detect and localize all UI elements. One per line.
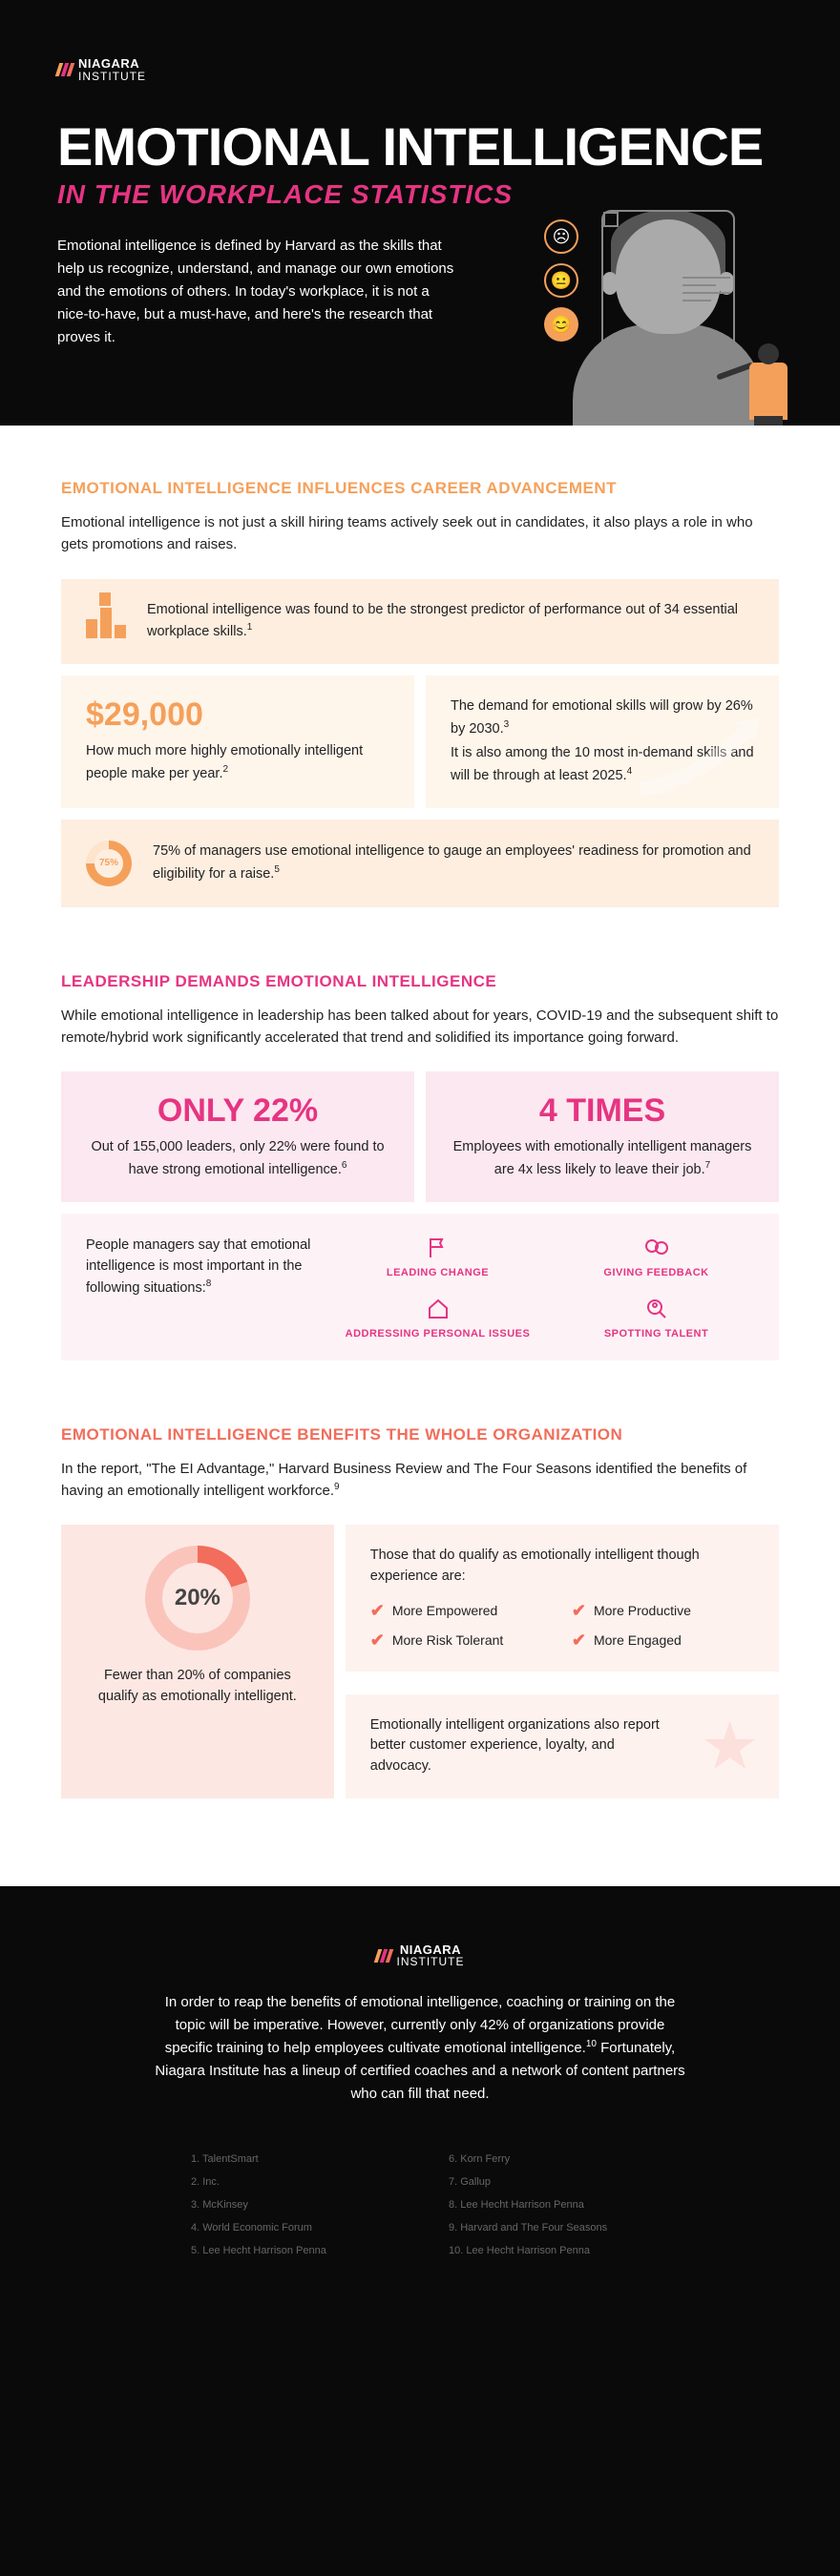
salary-card: $29,000 How much more highly emotionally… bbox=[61, 675, 414, 808]
section-intro: While emotional intelligence in leadersh… bbox=[61, 1005, 779, 1049]
chat-icon bbox=[558, 1235, 754, 1261]
brand-logo: NIAGARAINSTITUTE bbox=[57, 57, 783, 82]
ring-20-icon: 20% bbox=[145, 1546, 250, 1651]
situation-leading-change: LEADING CHANGE bbox=[340, 1235, 536, 1278]
logo-text: NIAGARAINSTITUTE bbox=[397, 1943, 465, 1968]
footer-section: NIAGARAINSTITUTE In order to reap the be… bbox=[0, 1886, 840, 2333]
footer-logo: NIAGARAINSTITUTE bbox=[76, 1943, 764, 1968]
check-icon: ✔ bbox=[370, 1601, 385, 1621]
references-list: 1. TalentSmart 6. Korn Ferry 2. Inc. 7. … bbox=[191, 2153, 649, 2256]
situation-giving-feedback: GIVING FEEDBACK bbox=[558, 1235, 754, 1278]
happy-emoji-icon: 😊 bbox=[544, 307, 578, 342]
ref-item: 7. Gallup bbox=[449, 2176, 649, 2188]
twenty-pct-desc: Fewer than 20% of companies qualify as e… bbox=[86, 1666, 309, 1708]
check-icon: ✔ bbox=[572, 1601, 586, 1621]
hero-title: EMOTIONAL INTELLIGENCE bbox=[57, 120, 783, 174]
managers-card: 75% 75% of managers use emotional intell… bbox=[61, 820, 779, 907]
home-icon bbox=[340, 1296, 536, 1322]
ref-item: 10. Lee Hecht Harrison Penna bbox=[449, 2245, 649, 2256]
ref-item: 2. Inc. bbox=[191, 2176, 391, 2188]
situation-personal-issues: ADDRESSING PERSONAL ISSUES bbox=[340, 1296, 536, 1340]
situation-spotting-talent: SPOTTING TALENT bbox=[558, 1296, 754, 1340]
search-person-icon bbox=[558, 1296, 754, 1322]
fourtimes-stat: 4 TIMES bbox=[451, 1092, 754, 1130]
content-area: EMOTIONAL INTELLIGENCE INFLUENCES CAREER… bbox=[0, 426, 840, 1886]
fourtimes-card: 4 TIMES Employees with emotionally intel… bbox=[426, 1071, 779, 1201]
salary-stat: $29,000 bbox=[86, 696, 389, 734]
hero-section: NIAGARAINSTITUTE EMOTIONAL INTELLIGENCE … bbox=[0, 0, 840, 426]
only22-desc: Out of 155,000 leaders, only 22% were fo… bbox=[86, 1137, 389, 1180]
neutral-emoji-icon: 😐 bbox=[544, 263, 578, 298]
demand-card: The demand for emotional skills will gro… bbox=[426, 675, 779, 808]
ref-item: 6. Korn Ferry bbox=[449, 2153, 649, 2165]
ref-item: 9. Harvard and The Four Seasons bbox=[449, 2222, 649, 2233]
card-text: Emotional intelligence was found to be t… bbox=[147, 600, 754, 643]
ref-item: 4. World Economic Forum bbox=[191, 2222, 391, 2233]
ref-item: 5. Lee Hecht Harrison Penna bbox=[191, 2245, 391, 2256]
flag-icon bbox=[340, 1235, 536, 1261]
quality-productive: ✔More Productive bbox=[572, 1601, 754, 1621]
hero-body: Emotional intelligence is defined by Har… bbox=[57, 235, 458, 349]
logo-stripes-icon bbox=[376, 1949, 391, 1963]
podium-icon: ★ bbox=[86, 604, 126, 638]
managers-text: 75% of managers use emotional intelligen… bbox=[153, 841, 754, 884]
fourtimes-desc: Employees with emotionally intelligent m… bbox=[451, 1137, 754, 1180]
presenter-icon bbox=[735, 343, 802, 426]
sad-emoji-icon: ☹ bbox=[544, 219, 578, 254]
check-icon: ✔ bbox=[370, 1631, 385, 1651]
section-intro: Emotional intelligence is not just a ski… bbox=[61, 511, 779, 556]
only22-card: ONLY 22% Out of 155,000 leaders, only 22… bbox=[61, 1071, 414, 1201]
customer-card: Emotionally intelligent organizations al… bbox=[346, 1694, 779, 1798]
qualities-card: Those that do qualify as emotionally int… bbox=[346, 1525, 779, 1672]
quality-risk-tolerant: ✔More Risk Tolerant bbox=[370, 1631, 553, 1651]
section-title: EMOTIONAL INTELLIGENCE INFLUENCES CAREER… bbox=[61, 479, 779, 498]
ring-75-icon: 75% bbox=[86, 841, 132, 886]
qualities-lead: Those that do qualify as emotionally int… bbox=[370, 1546, 754, 1588]
salary-desc: How much more highly emotionally intelli… bbox=[86, 741, 389, 784]
logo-stripes-icon bbox=[57, 63, 73, 76]
situations-label: People managers say that emotional intel… bbox=[86, 1235, 340, 1340]
section-title: LEADERSHIP DEMANDS EMOTIONAL INTELLIGENC… bbox=[61, 972, 779, 991]
quality-empowered: ✔More Empowered bbox=[370, 1601, 553, 1621]
ref-item: 8. Lee Hecht Harrison Penna bbox=[449, 2199, 649, 2211]
check-icon: ✔ bbox=[572, 1631, 586, 1651]
twenty-pct-card: 20% Fewer than 20% of companies qualify … bbox=[61, 1525, 334, 1798]
predictor-card: ★ Emotional intelligence was found to be… bbox=[61, 579, 779, 664]
logo-text: NIAGARAINSTITUTE bbox=[78, 57, 146, 82]
quality-engaged: ✔More Engaged bbox=[572, 1631, 754, 1651]
hero-illustration: ☹ 😐 😊 bbox=[506, 210, 811, 426]
section-title: EMOTIONAL INTELLIGENCE BENEFITS THE WHOL… bbox=[61, 1425, 779, 1444]
footer-body: In order to reap the benefits of emotion… bbox=[153, 1991, 687, 2106]
situations-card: People managers say that emotional intel… bbox=[61, 1214, 779, 1361]
organization-section: EMOTIONAL INTELLIGENCE BENEFITS THE WHOL… bbox=[61, 1425, 779, 1810]
section-intro: In the report, "The EI Advantage," Harva… bbox=[61, 1458, 779, 1503]
arrow-up-icon bbox=[636, 713, 769, 799]
career-section: EMOTIONAL INTELLIGENCE INFLUENCES CAREER… bbox=[61, 479, 779, 906]
leadership-section: LEADERSHIP DEMANDS EMOTIONAL INTELLIGENC… bbox=[61, 972, 779, 1361]
ref-item: 1. TalentSmart bbox=[191, 2153, 391, 2165]
ref-item: 3. McKinsey bbox=[191, 2199, 391, 2211]
customer-text: Emotionally intelligent organizations al… bbox=[370, 1715, 678, 1777]
only22-stat: ONLY 22% bbox=[86, 1092, 389, 1130]
